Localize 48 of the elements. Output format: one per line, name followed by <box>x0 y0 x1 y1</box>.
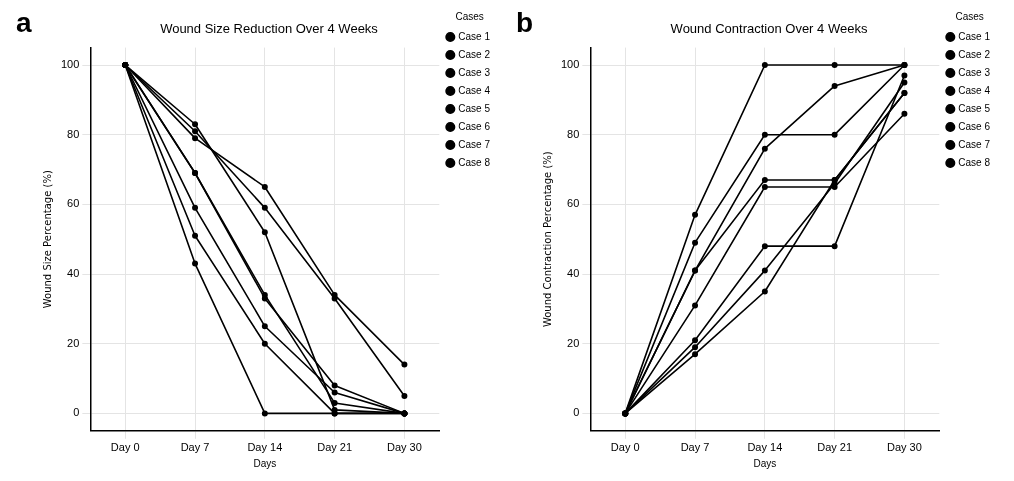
y-axis-title: Wound Contraction Percentage (%) <box>541 151 553 328</box>
legend-label: Case 5 <box>458 102 491 114</box>
x-tick-label: Day 30 <box>886 441 922 454</box>
legend-label: Case 7 <box>958 138 991 150</box>
legend-label: Case 2 <box>958 48 991 60</box>
y-tick-label: 40 <box>67 267 80 280</box>
text: b <box>516 6 534 38</box>
y-tick-label: 80 <box>67 127 80 140</box>
y-tick-label: 100 <box>60 58 80 71</box>
y-tick-label: 80 <box>567 127 580 140</box>
legend-label: Case 6 <box>458 120 491 132</box>
x-axis-title: Days <box>253 457 277 469</box>
x-tick-label: Day 0 <box>610 441 640 454</box>
legend-label: Case 5 <box>958 102 991 114</box>
x-tick-label: Day 14 <box>747 441 783 454</box>
legend-label: Case 3 <box>958 66 991 78</box>
legend-label: Case 3 <box>458 66 491 78</box>
x-tick-label: Day 14 <box>247 441 283 454</box>
y-tick-label: 40 <box>567 267 580 280</box>
x-axis-title: Days <box>753 457 777 469</box>
legend-title: Cases <box>955 10 984 22</box>
legend-label: Case 7 <box>458 138 491 150</box>
chart-title: Wound Size Reduction Over 4 Weeks <box>160 21 379 37</box>
x-tick-label: Day 0 <box>110 441 140 454</box>
y-tick-label: 0 <box>73 406 80 419</box>
x-tick-label: Day 7 <box>180 441 210 454</box>
x-tick-label: Day 30 <box>386 441 422 454</box>
legend-label: Case 1 <box>458 30 491 42</box>
text: a <box>16 6 32 38</box>
y-tick-label: 20 <box>567 336 580 349</box>
legend-label: Case 4 <box>958 84 991 96</box>
legend-label: Case 8 <box>958 156 991 168</box>
y-axis-title: Wound Size Percentage (%) <box>41 170 53 309</box>
chart-title: Wound Contraction Over 4 Weeks <box>670 21 868 37</box>
x-tick-label: Day 7 <box>680 441 710 454</box>
legend-label: Case 6 <box>958 120 991 132</box>
legend-label: Case 2 <box>458 48 491 60</box>
x-tick-label: Day 21 <box>817 441 853 454</box>
legend-label: Case 8 <box>458 156 491 168</box>
y-tick-label: 60 <box>567 197 580 210</box>
x-tick-label: Day 21 <box>317 441 353 454</box>
legend-label: Case 4 <box>458 84 491 96</box>
y-tick-label: 100 <box>560 58 580 71</box>
y-tick-label: 20 <box>67 336 80 349</box>
legend-label: Case 1 <box>958 30 991 42</box>
y-tick-label: 60 <box>67 197 80 210</box>
legend-title: Cases <box>455 10 484 22</box>
y-tick-label: 0 <box>573 406 580 419</box>
